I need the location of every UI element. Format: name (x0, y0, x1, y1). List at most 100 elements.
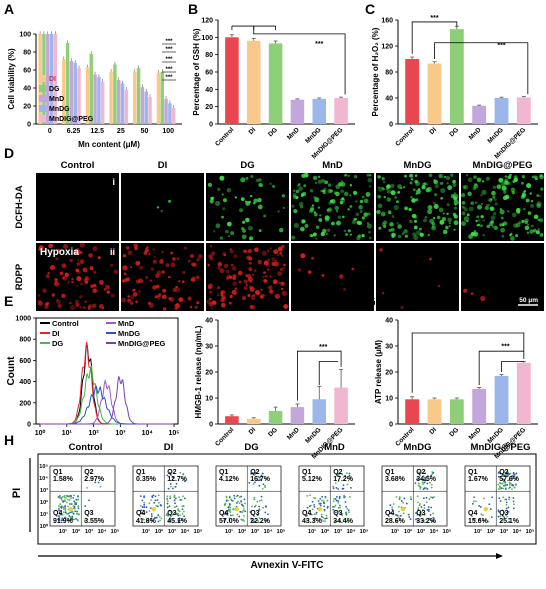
event-dot (253, 505, 256, 508)
cell-dot (428, 173, 433, 177)
event-dot (239, 510, 242, 513)
cell-dot (440, 188, 446, 194)
event-dot (72, 512, 75, 515)
event-dot (71, 515, 74, 518)
cell-dot (490, 198, 493, 201)
event-dot (502, 496, 505, 499)
cell-dot (347, 208, 350, 211)
event-dot (323, 508, 326, 511)
event-dot (426, 509, 429, 511)
event-dot (418, 504, 421, 507)
cell-dot (432, 201, 436, 205)
event-dot (501, 482, 504, 485)
group-title: MnDIG@PEG (471, 442, 531, 453)
event-dot (174, 497, 177, 500)
y-tick-label: 80 (205, 52, 213, 59)
x-tick-label: 10² (155, 528, 163, 535)
legend-label: MnDIG@PEG (49, 116, 94, 123)
cell-dot (324, 180, 329, 185)
micrograph-rdpp-mndg (376, 243, 459, 311)
event-dot (228, 517, 231, 520)
event-dot (156, 505, 159, 508)
event-dot (504, 483, 507, 486)
event-dot (256, 514, 259, 517)
event-dot (334, 504, 337, 507)
cell-dot (322, 228, 327, 234)
cell-dot (246, 273, 252, 279)
quadrant-value-q2: 34.5% (416, 476, 437, 483)
x-tick-label: 10³ (334, 528, 342, 535)
cell-dot (302, 191, 307, 197)
cell-dot (351, 220, 357, 225)
cell-dot (363, 212, 368, 217)
column-header: DG (240, 160, 254, 171)
cell-dot (245, 283, 248, 287)
cell-dot (233, 254, 238, 259)
event-dot (431, 520, 433, 523)
cell-dot (99, 280, 104, 285)
event-dot (73, 500, 76, 503)
cell-dot (216, 293, 220, 297)
event-dot (182, 505, 185, 508)
cell-dot (487, 203, 490, 207)
cell-dot (477, 223, 481, 227)
event-dot (478, 505, 481, 507)
event-dot (498, 497, 501, 500)
x-tick-label: 10⁰ (35, 429, 46, 437)
event-dot (325, 517, 328, 520)
cell-dot (210, 307, 213, 310)
event-dot (507, 510, 510, 513)
cell-dot (87, 304, 93, 309)
cell-dot (277, 246, 283, 252)
cell-dot (123, 272, 127, 276)
event-dot (243, 520, 245, 522)
quadrant-label-q1: Q1 (53, 469, 62, 476)
cell-dot (473, 175, 477, 179)
cell-dot (445, 226, 449, 230)
event-dot (69, 511, 72, 514)
cell-dot (269, 247, 272, 250)
x-tick-label: 10⁵ (194, 529, 203, 535)
y-tick-label: 30 (385, 344, 393, 351)
quadrant-value-q2: 16.7% (250, 476, 271, 483)
event-dot (181, 508, 184, 511)
cell-dot (172, 257, 176, 261)
event-dot (64, 507, 67, 510)
event-dot (264, 484, 266, 487)
cell-dot (355, 200, 358, 203)
cell-dot (529, 192, 532, 195)
event-dot (259, 499, 261, 502)
event-dot (497, 475, 500, 478)
cell-dot (524, 225, 530, 231)
cell-dot (69, 301, 72, 305)
cell-dot (414, 219, 418, 223)
bar-di (427, 399, 442, 424)
x-tick-label: 10² (238, 528, 246, 535)
cell-dot (511, 212, 517, 218)
cell-dot (54, 281, 58, 285)
cell-dot (112, 251, 115, 255)
cell-dot (37, 294, 41, 297)
event-dot (427, 510, 430, 513)
event-dot (58, 516, 61, 519)
cell-dot (385, 187, 389, 191)
cell-dot (476, 177, 482, 183)
cell-dot (512, 180, 515, 184)
event-dot (348, 474, 351, 477)
cell-dot (477, 219, 481, 222)
cell-dot (493, 211, 497, 216)
event-dot (166, 506, 169, 509)
cell-dot (453, 214, 458, 218)
row-label: RDPP (14, 263, 25, 290)
cell-dot (217, 187, 221, 192)
significance-label: *** (497, 42, 505, 49)
cell-dot (413, 235, 419, 241)
event-dot (499, 472, 502, 475)
y-tick-label: 10 (205, 396, 213, 403)
cell-dot (421, 185, 426, 190)
cell-dot (311, 204, 314, 208)
group-title: DI (164, 442, 174, 453)
cell-dot (253, 202, 256, 205)
cell-dot (215, 200, 221, 206)
cell-dot (150, 267, 155, 271)
